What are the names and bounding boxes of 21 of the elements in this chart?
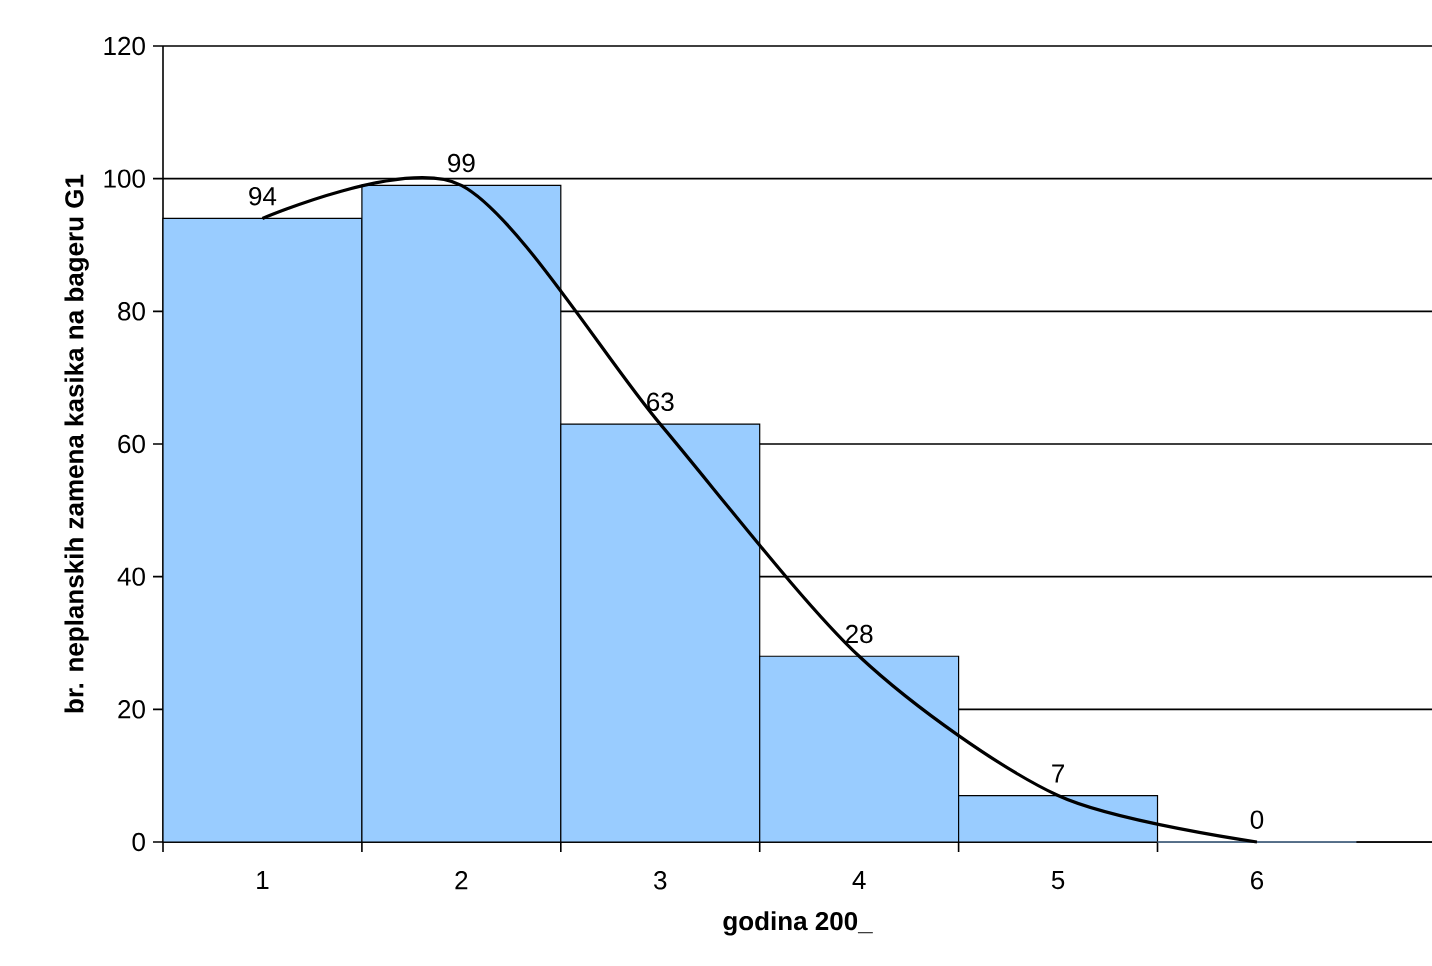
y-tick-label: 120 [104, 36, 145, 56]
x-tick-label: 3 [654, 871, 667, 890]
y-tick-label: 80 [118, 302, 145, 321]
data-label: 28 [846, 624, 873, 644]
x-tick-label: 2 [455, 871, 468, 890]
data-label: 63 [647, 392, 674, 412]
y-tick-label: 20 [118, 700, 145, 719]
data-label: 0 [1250, 810, 1264, 829]
y-tick-label: 40 [117, 567, 145, 586]
x-axis-title: godina 200_ [723, 911, 873, 936]
x-tick-label: 1 [257, 871, 269, 889]
x-tick-label: 5 [1051, 871, 1065, 890]
y-axis-title: br. neplanskih zamena kasika na bageru G1 [64, 174, 89, 713]
data-label: 94 [249, 186, 277, 206]
data-label: 99 [448, 153, 475, 173]
y-tick-label: 0 [132, 832, 145, 852]
y-tick-label: 100 [104, 169, 145, 188]
y-tick-label: 60 [118, 434, 145, 454]
x-tick-label: 4 [852, 871, 866, 889]
x-tick-label: 6 [1251, 871, 1264, 890]
data-label: 7 [1052, 764, 1064, 783]
